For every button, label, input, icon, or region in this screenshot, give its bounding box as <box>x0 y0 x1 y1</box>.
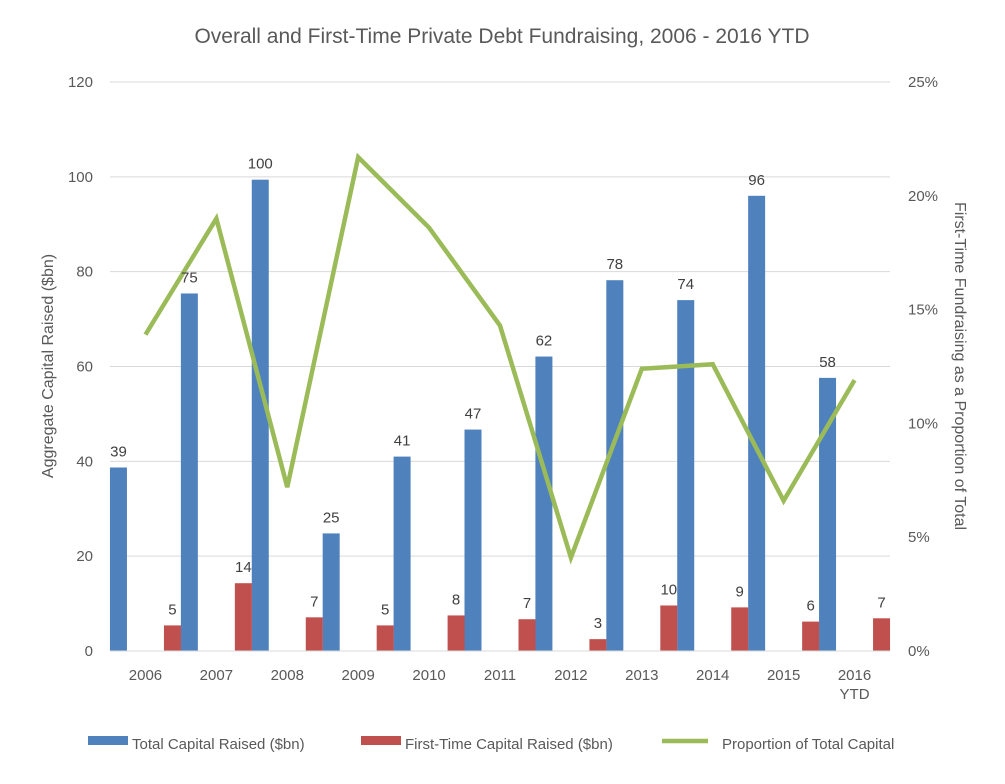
axes: 0 20 40 60 80 100 120 0% 5% 10% 15% 20% 25% 2006 2007 2… <box>68 74 938 703</box>
total-capital-bar <box>393 456 411 651</box>
x-tick-label: 2015 <box>767 667 800 684</box>
y-tick-label: 60 <box>76 359 93 376</box>
total-capital-label: 78 <box>606 256 623 273</box>
first-time-capital-bar <box>873 618 891 651</box>
first-time-capital-bar <box>518 619 536 651</box>
y-tick-label: 100 <box>68 169 93 186</box>
y-tick-label: 0 <box>85 643 93 660</box>
chart-title: Overall and First-Time Private Debt Fund… <box>194 25 809 48</box>
first-time-capital-label: 7 <box>877 594 885 611</box>
first-time-capital-bar <box>305 617 323 651</box>
x-tick-label: 2014 <box>696 667 729 684</box>
first-time-capital-label: 9 <box>736 583 744 600</box>
gridlines <box>110 81 890 652</box>
total-capital-label: 41 <box>394 433 411 450</box>
x-tick-label: 2007 <box>200 667 233 684</box>
total-capital-label: 58 <box>819 354 836 371</box>
y2-tick-label: 25% <box>908 74 938 91</box>
total-capital-label: 75 <box>181 269 198 286</box>
first-time-capital-label: 8 <box>452 591 460 608</box>
y2-tick-label: 0% <box>908 643 930 660</box>
y2-tick-label: 15% <box>908 302 938 319</box>
first-time-capital-label: 10 <box>660 581 677 598</box>
first-time-capital-bar <box>447 615 465 651</box>
first-time-capital-label: 3 <box>594 615 602 632</box>
total-capital-bar <box>606 280 624 651</box>
legend-label-total: Total Capital Raised ($bn) <box>132 736 305 753</box>
first-time-capital-bar <box>163 625 181 651</box>
total-capital-bar <box>322 533 340 651</box>
total-capital-label: 47 <box>465 406 482 423</box>
total-capital-bar <box>109 467 127 651</box>
legend-swatch-first-time <box>361 736 401 745</box>
total-capital-label: 74 <box>677 276 694 293</box>
y-tick-label: 80 <box>76 264 93 281</box>
x-tick-label: 2009 <box>341 667 374 684</box>
total-capital-bar <box>464 429 482 651</box>
first-time-capital-label: 5 <box>381 601 389 618</box>
legend-label-proportion: Proportion of Total Capital <box>722 736 894 753</box>
total-capital-bar <box>819 377 837 651</box>
first-time-capital-bar <box>802 621 820 651</box>
total-capital-label: 100 <box>248 156 273 173</box>
total-capital-bar <box>748 195 766 652</box>
x-tick-label: 2013 <box>625 667 658 684</box>
y2-axis-title: First-Time Fundraising as a Proportion o… <box>951 202 968 530</box>
y2-tick-label: 20% <box>908 188 938 205</box>
proportion-line <box>143 152 857 565</box>
y2-tick-label: 5% <box>908 529 930 546</box>
bars <box>109 179 891 652</box>
y2-tick-label: 10% <box>908 415 938 432</box>
total-capital-bar <box>180 293 198 651</box>
total-capital-label: 62 <box>536 333 553 350</box>
y-tick-label: 20 <box>76 548 93 565</box>
x-tick-label: 2012 <box>554 667 587 684</box>
first-time-capital-bar <box>376 625 394 651</box>
total-capital-label: 39 <box>110 443 127 460</box>
y-tick-label: 120 <box>68 74 93 91</box>
total-capital-label: 25 <box>323 509 340 526</box>
x-tick-label: 2011 <box>484 667 516 684</box>
x-tick-label: 2006 <box>129 667 162 684</box>
first-time-capital-bar <box>660 605 678 651</box>
legend-label-first-time: First-Time Capital Raised ($bn) <box>405 736 613 753</box>
first-time-capital-label: 5 <box>168 601 176 618</box>
x-tick-label: 2016 YTD <box>838 667 871 703</box>
first-time-capital-bar <box>731 607 749 651</box>
total-capital-bar <box>535 356 553 651</box>
x-tick-label: 2010 <box>412 667 445 684</box>
proportion-line-layer <box>143 152 857 565</box>
y-tick-label: 40 <box>76 453 93 470</box>
first-time-capital-label: 14 <box>235 559 252 576</box>
total-capital-label: 96 <box>748 172 765 189</box>
first-time-capital-label: 7 <box>310 593 318 610</box>
legend: Total Capital Raised ($bn) First-Time Cap… <box>88 736 894 753</box>
first-time-capital-label: 6 <box>806 598 814 615</box>
y-axis-title: Aggregate Capital Raised ($bn) <box>40 254 57 478</box>
first-time-capital-bar <box>589 639 607 651</box>
x-tick-label: 2008 <box>271 667 304 684</box>
legend-swatch-total <box>88 736 128 745</box>
first-time-capital-bar <box>234 583 252 651</box>
first-time-capital-label: 7 <box>523 595 531 612</box>
total-capital-bar <box>677 300 695 651</box>
total-capital-bar <box>251 179 269 651</box>
